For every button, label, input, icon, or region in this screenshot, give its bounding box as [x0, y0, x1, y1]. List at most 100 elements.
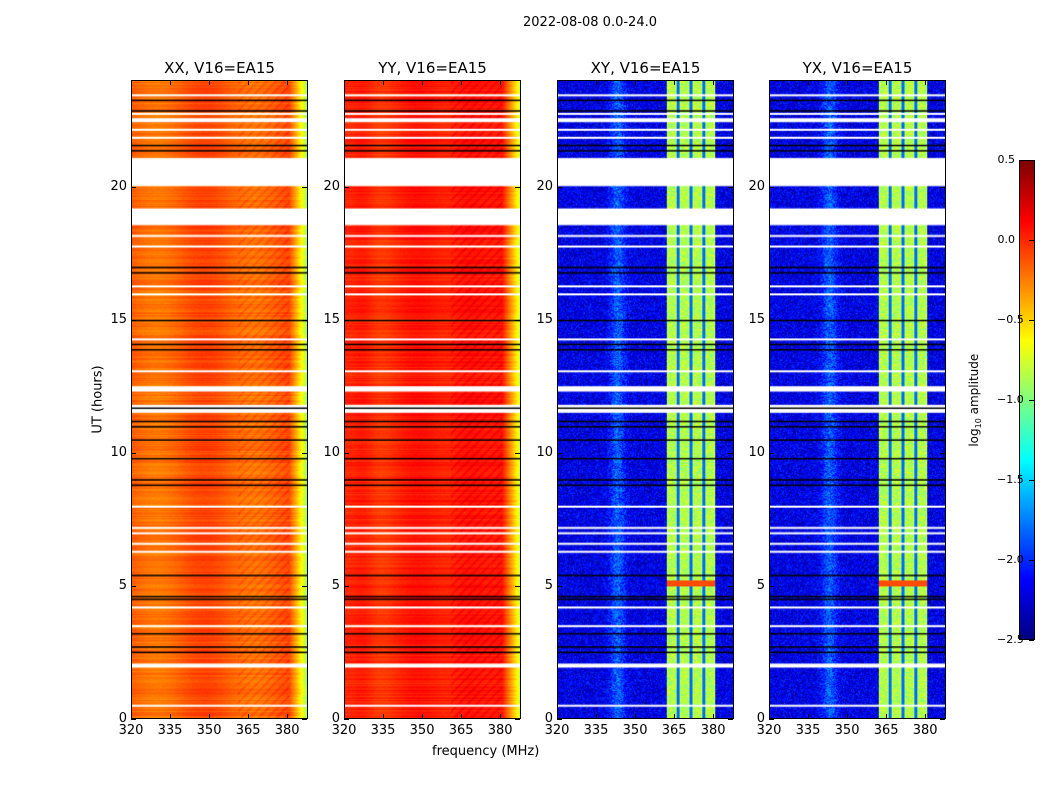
- colorbar-label-sub: 10: [974, 418, 984, 429]
- y-tick: [728, 719, 733, 720]
- y-tick: [515, 319, 520, 321]
- x-tick: [422, 80, 424, 85]
- x-tick: [635, 80, 637, 85]
- x-tick: [131, 80, 132, 85]
- y-tick: [557, 452, 562, 454]
- y-tick: [131, 719, 136, 720]
- y-tick: [344, 585, 349, 587]
- y-tick: [302, 186, 307, 188]
- x-tick: [769, 714, 770, 719]
- y-tick-label: 20: [748, 178, 765, 194]
- colorbar-label: log10 amplitude: [967, 350, 983, 450]
- x-tick: [131, 714, 132, 719]
- y-tick: [728, 452, 733, 454]
- x-tick: [500, 80, 502, 85]
- y-tick: [728, 186, 733, 188]
- x-tick-label: 380: [487, 723, 513, 738]
- x-tick: [713, 714, 715, 719]
- heatmap-panel-auto: [131, 80, 308, 719]
- y-tick-label: 15: [323, 311, 340, 327]
- x-tick: [344, 80, 345, 85]
- x-tick-label: 380: [912, 723, 938, 738]
- y-tick-label: 5: [118, 577, 127, 593]
- x-tick: [287, 714, 289, 719]
- y-tick: [728, 319, 733, 321]
- x-tick-label: 365: [448, 723, 474, 738]
- colorbar-tick-label: −2.5: [997, 633, 1024, 646]
- x-tick: [209, 714, 211, 719]
- y-tick-label: 15: [536, 311, 553, 327]
- colorbar-tick: [1029, 320, 1034, 321]
- y-tick: [515, 186, 520, 188]
- x-tick: [596, 714, 598, 719]
- panel-title: YY, V16=EA15: [378, 59, 487, 77]
- x-tick: [847, 714, 849, 719]
- x-tick-label: 350: [622, 723, 648, 738]
- colorbar-tick: [1029, 560, 1034, 561]
- y-tick-label: 10: [323, 444, 340, 460]
- y-tick-label: 10: [536, 444, 553, 460]
- x-tick: [674, 80, 676, 85]
- colorbar: [1019, 160, 1035, 640]
- x-tick: [170, 80, 172, 85]
- x-tick: [596, 80, 598, 85]
- y-tick: [557, 186, 562, 188]
- panel-title: XY, V16=EA15: [590, 59, 701, 77]
- heatmap-image: [345, 81, 520, 718]
- colorbar-label-main: log: [966, 428, 981, 447]
- y-tick: [769, 186, 774, 188]
- x-tick: [769, 80, 770, 85]
- x-tick-label: 320: [118, 723, 144, 738]
- x-tick: [287, 80, 289, 85]
- x-tick: [925, 80, 927, 85]
- colorbar-tick-label: −1.5: [997, 473, 1024, 486]
- y-tick: [940, 186, 945, 188]
- x-tick: [209, 80, 211, 85]
- x-tick: [713, 80, 715, 85]
- y-tick: [557, 319, 562, 321]
- y-tick: [515, 719, 520, 720]
- x-tick: [461, 714, 463, 719]
- colorbar-tick: [1029, 640, 1034, 641]
- y-tick: [940, 585, 945, 587]
- y-tick: [769, 319, 774, 321]
- x-tick-label: 320: [331, 723, 357, 738]
- x-tick: [674, 714, 676, 719]
- heatmap-panel-auto2: [344, 80, 521, 719]
- y-axis-label: UT (hours): [90, 365, 106, 434]
- colorbar-label-rest: amplitude: [966, 353, 981, 419]
- y-tick-label: 20: [323, 178, 340, 194]
- x-tick-label: 335: [370, 723, 396, 738]
- colorbar-tick-label: −2.0: [997, 553, 1024, 566]
- x-tick: [383, 714, 385, 719]
- x-tick-label: 365: [873, 723, 899, 738]
- y-tick: [302, 585, 307, 587]
- x-tick-label: 335: [157, 723, 183, 738]
- y-tick-label: 5: [756, 577, 765, 593]
- panel-title: YX, V16=EA15: [802, 59, 913, 77]
- y-tick-label: 0: [544, 711, 553, 726]
- x-tick-label: 380: [700, 723, 726, 738]
- y-tick: [302, 319, 307, 321]
- colorbar-gradient: [1020, 161, 1034, 639]
- y-tick: [557, 585, 562, 587]
- x-tick: [847, 80, 849, 85]
- x-tick: [808, 80, 810, 85]
- y-tick: [515, 585, 520, 587]
- x-tick-label: 335: [795, 723, 821, 738]
- colorbar-tick: [1029, 400, 1034, 401]
- figure-title: 2022-08-08 0.0-24.0: [523, 15, 657, 30]
- y-tick: [131, 585, 136, 587]
- y-tick-label: 0: [756, 711, 765, 726]
- heatmap-panel-cross: [557, 80, 734, 719]
- x-tick-label: 350: [409, 723, 435, 738]
- y-tick: [344, 186, 349, 188]
- x-tick: [557, 714, 558, 719]
- y-tick: [515, 452, 520, 454]
- x-tick: [248, 714, 250, 719]
- x-tick: [886, 80, 888, 85]
- colorbar-tick-label: 0.5: [997, 153, 1016, 166]
- y-tick: [344, 319, 349, 321]
- y-tick: [940, 452, 945, 454]
